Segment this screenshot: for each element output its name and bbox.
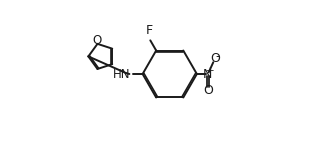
Text: -: - <box>216 50 220 63</box>
Text: O: O <box>92 34 101 47</box>
Text: +: + <box>206 66 215 76</box>
Text: N: N <box>203 67 213 81</box>
Text: F: F <box>145 24 152 37</box>
Text: O: O <box>210 52 220 65</box>
Text: HN: HN <box>112 67 130 81</box>
Text: O: O <box>203 84 213 97</box>
